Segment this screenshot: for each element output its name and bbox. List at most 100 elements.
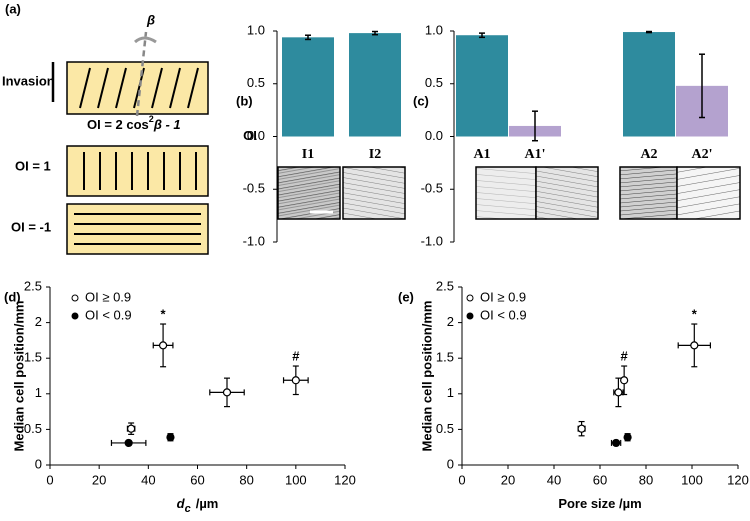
error-bar	[646, 30, 652, 34]
invasion-label: Invasion	[2, 73, 55, 88]
x-tick-label: 20	[501, 472, 515, 487]
x-tick-label: 40	[141, 472, 155, 487]
x-tick-label: A2'	[692, 147, 713, 162]
panel-label: (e)	[398, 289, 414, 304]
x-label-symbol: d	[177, 496, 186, 511]
y-tick-label: 1.0	[247, 22, 265, 37]
point-label: #	[621, 348, 629, 363]
y-tick-label: 1	[447, 385, 454, 400]
micrograph	[475, 166, 537, 220]
bar	[623, 32, 675, 137]
legend-label: OI ≥ 0.9	[480, 289, 526, 304]
bar	[282, 37, 334, 137]
micrograph	[676, 166, 741, 220]
x-label-unit: /µm	[196, 496, 219, 511]
point-label: *	[161, 306, 167, 321]
x-tick-label: 80	[639, 472, 653, 487]
fibres	[74, 213, 201, 245]
micrograph	[535, 166, 599, 220]
fibres	[83, 152, 197, 190]
y-tick-label: 1.0	[425, 22, 443, 37]
legend-marker	[466, 312, 474, 320]
x-tick-label: 100	[681, 472, 703, 487]
y-tick-label: 0.5	[436, 421, 454, 436]
point	[127, 424, 136, 433]
panel-label: (a)	[5, 1, 21, 16]
error-bar	[305, 34, 311, 41]
perpendicular-label: OI = -1	[11, 219, 51, 234]
x-tick-label: 120	[727, 472, 749, 487]
error-bar	[699, 53, 705, 119]
error-bar	[532, 110, 538, 142]
legend-label: OI < 0.9	[480, 307, 527, 322]
angle-reference	[135, 31, 148, 117]
x-tick-label: I1	[302, 147, 314, 162]
invasion-box	[66, 61, 209, 115]
y-tick-label: 0	[35, 456, 42, 471]
point	[222, 388, 232, 397]
y-tick-label: 2	[447, 314, 454, 329]
bar	[456, 35, 508, 137]
y-tick-label: 1	[35, 385, 42, 400]
error-bar	[372, 30, 378, 36]
micrograph	[277, 166, 341, 220]
point	[620, 376, 629, 385]
x-tick-label: 60	[593, 472, 607, 487]
y-tick-label: 2	[35, 314, 42, 329]
y-tick-label: 1.5	[24, 350, 42, 365]
y-axis-label: Median cell position/mm	[11, 301, 26, 452]
y-tick-label: -1.0	[421, 233, 443, 248]
y-tick-label: 0.0	[247, 128, 265, 143]
x-tick-label: A2	[640, 147, 657, 162]
y-tick-label: 2.5	[436, 278, 454, 293]
perpendicular-box	[66, 203, 209, 255]
point	[623, 433, 632, 442]
legend-label: OI < 0.9	[85, 307, 132, 322]
x-axis-label: dc/µm	[177, 496, 219, 514]
panel-label: (c)	[413, 93, 429, 108]
micrographs	[277, 166, 741, 220]
y-tick-label: 0.5	[247, 75, 265, 90]
y-tick-label: 0.0	[425, 128, 443, 143]
point	[158, 341, 168, 350]
micrograph	[342, 166, 406, 220]
angle-symbol: β	[146, 12, 155, 27]
angle-arc	[134, 36, 157, 44]
micrograph	[619, 166, 678, 220]
y-tick-label: -0.5	[243, 181, 265, 196]
point	[577, 424, 586, 433]
legend-marker	[466, 294, 474, 302]
point	[291, 376, 300, 385]
x-label-subscript: c	[185, 503, 191, 515]
point	[611, 438, 621, 448]
y-tick-label: -0.5	[421, 181, 443, 196]
x-tick-label: A1'	[525, 147, 546, 162]
formula-text: OI = 2 cos	[87, 117, 149, 132]
point	[690, 341, 699, 350]
fibres	[79, 67, 199, 109]
y-tick-label: 1.5	[436, 350, 454, 365]
panel-label: (d)	[4, 289, 21, 304]
panel-a: (a) β Invasion OI = 2 cos2β - 1 OI = 1 O…	[2, 1, 209, 255]
bar	[349, 33, 401, 137]
x-tick-label: A1	[473, 147, 490, 162]
x-tick-label: 120	[334, 472, 356, 487]
x-tick-label: 20	[92, 472, 106, 487]
y-tick-label: 2.5	[24, 278, 42, 293]
legend-marker	[71, 312, 79, 320]
y-axis-label: OI	[243, 128, 257, 143]
point-label: #	[292, 348, 300, 363]
point	[614, 388, 623, 397]
x-tick-label: 100	[285, 472, 307, 487]
aligned-box	[66, 145, 209, 197]
aligned-label: OI = 1	[15, 158, 51, 173]
x-tick-label: 0	[46, 472, 53, 487]
y-tick-label: 0.5	[425, 75, 443, 90]
legend-marker	[71, 294, 79, 302]
panel-label: (b)	[236, 93, 253, 108]
x-tick-label: 40	[547, 472, 561, 487]
x-axis-label: Pore size /µm	[558, 496, 641, 511]
x-tick-label: 60	[190, 472, 204, 487]
point	[166, 433, 175, 442]
point-label: *	[692, 306, 698, 321]
